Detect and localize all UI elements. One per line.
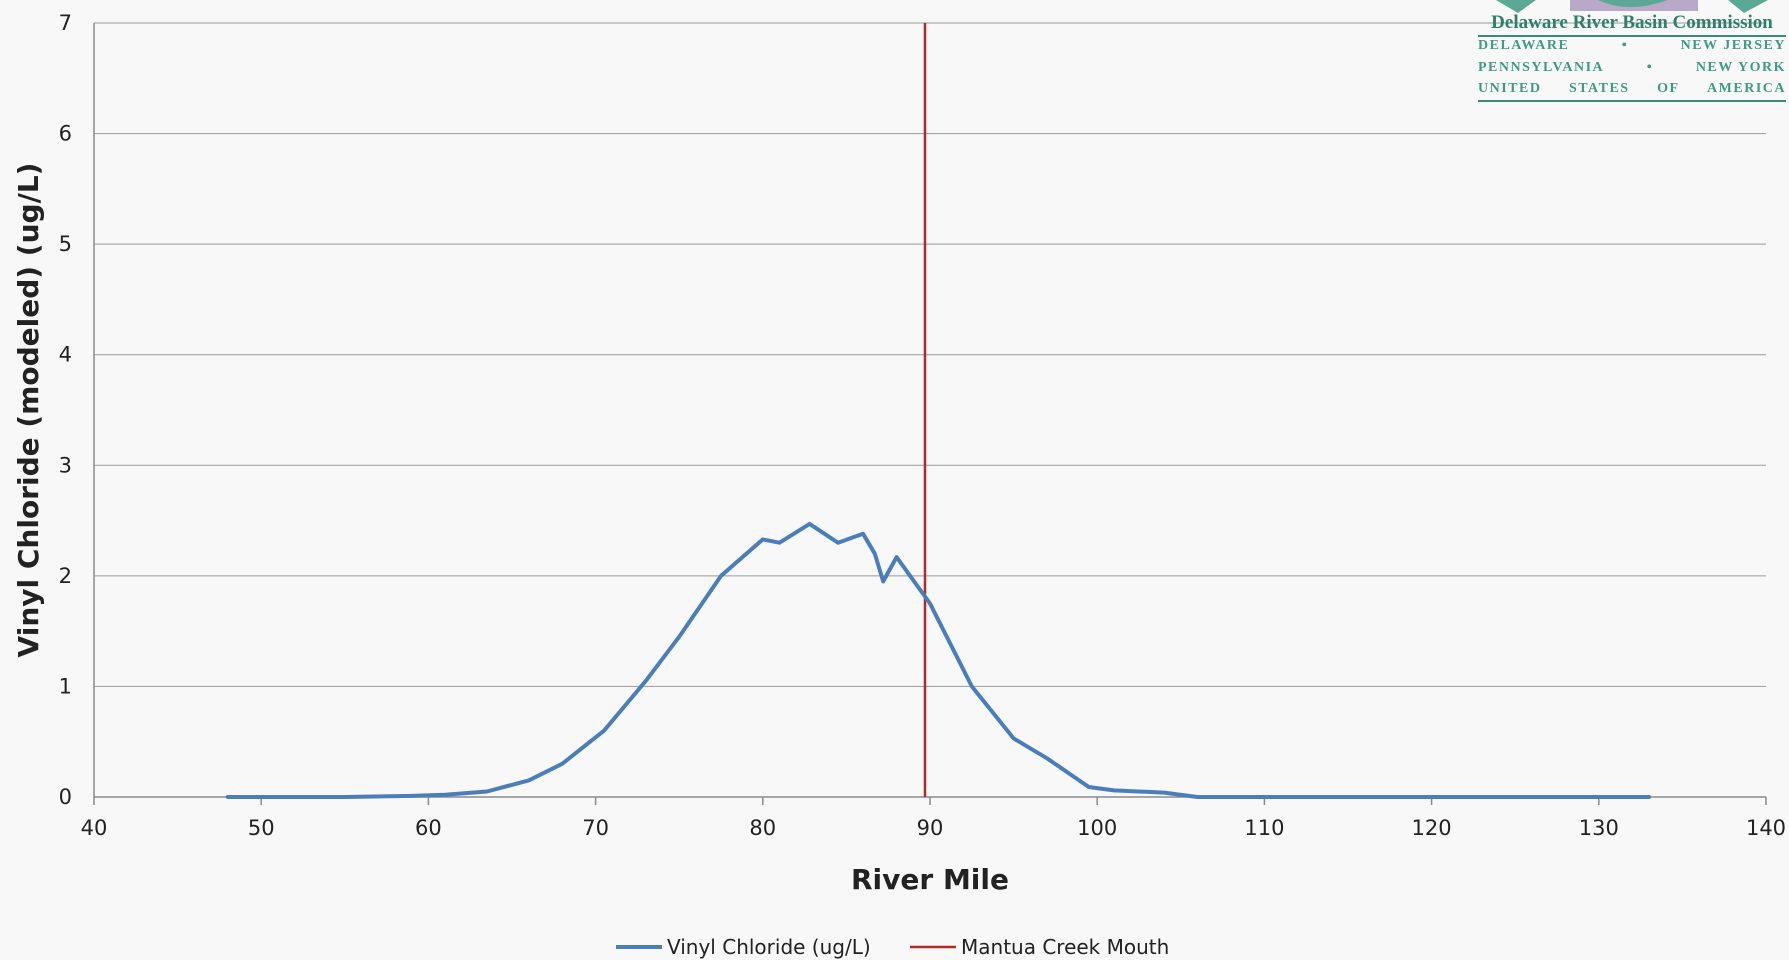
y-axis-ticks: 0 1 2 3 4 5 6 7 (59, 11, 72, 809)
x-tick-label: 130 (1579, 816, 1619, 840)
logo-word: STATES (1568, 81, 1630, 96)
x-tick-label: 40 (81, 816, 108, 840)
x-tick-label: 100 (1077, 816, 1117, 840)
x-tick-label: 110 (1244, 816, 1284, 840)
logo-emblem-icon (1496, 0, 1768, 13)
logo-word: UNITED (1478, 81, 1542, 96)
drbc-logo: Delaware River Basin Commission DELAWARE… (1478, 0, 1786, 102)
y-tick-label: 6 (59, 122, 72, 146)
logo-line-2: PENNSYLVANIA • NEW YORK (1478, 60, 1786, 76)
gridlines (93, 22, 1766, 798)
logo-line-1: DELAWARE • NEW JERSEY (1478, 38, 1786, 54)
y-tick-label: 4 (59, 343, 72, 367)
x-tick-label: 60 (415, 816, 442, 840)
plot-area (225, 23, 1651, 799)
legend-label-mantua-creek: Mantua Creek Mouth (961, 935, 1169, 959)
y-tick-label: 5 (59, 232, 72, 256)
logo-word: DELAWARE (1478, 38, 1570, 53)
logo-divider (1478, 100, 1786, 102)
x-tick-label: 80 (749, 816, 776, 840)
logo-word: NEW JERSEY (1680, 38, 1786, 53)
logo-line-3: UNITED STATES OF AMERICA (1478, 81, 1786, 97)
y-axis-title: Vinyl Chloride (modeled) (ug/L) (12, 163, 45, 658)
x-tick-label: 70 (582, 816, 609, 840)
y-tick-label: 1 (59, 674, 72, 698)
logo-name: Delaware River Basin Commission (1491, 12, 1773, 33)
x-tick-label: 140 (1746, 816, 1786, 840)
x-axis-ticks: 40 50 60 70 80 90 100 110 120 130 140 (81, 797, 1786, 840)
x-tick-label: 50 (248, 816, 275, 840)
logo-divider (1478, 35, 1786, 37)
legend-label-vinyl-chloride: Vinyl Chloride (ug/L) (667, 935, 871, 959)
logo-bullet: • (1646, 60, 1654, 75)
logo-bullet: • (1621, 38, 1629, 53)
series-line-vinyl-chloride (225, 521, 1651, 799)
x-tick-label: 120 (1412, 816, 1452, 840)
y-tick-label: 0 (59, 785, 72, 809)
logo-word: PENNSYLVANIA (1478, 60, 1605, 75)
logo-word: AMERICA (1707, 81, 1786, 96)
logo-word: NEW YORK (1695, 60, 1786, 75)
x-axis-title: River Mile (851, 863, 1009, 896)
logo-word: OF (1657, 81, 1680, 96)
y-tick-label: 7 (59, 11, 72, 35)
y-tick-label: 3 (59, 453, 72, 477)
y-tick-label: 2 (59, 564, 72, 588)
legend: Vinyl Chloride (ug/L) Mantua Creek Mouth (616, 935, 1169, 959)
x-tick-label: 90 (917, 816, 944, 840)
